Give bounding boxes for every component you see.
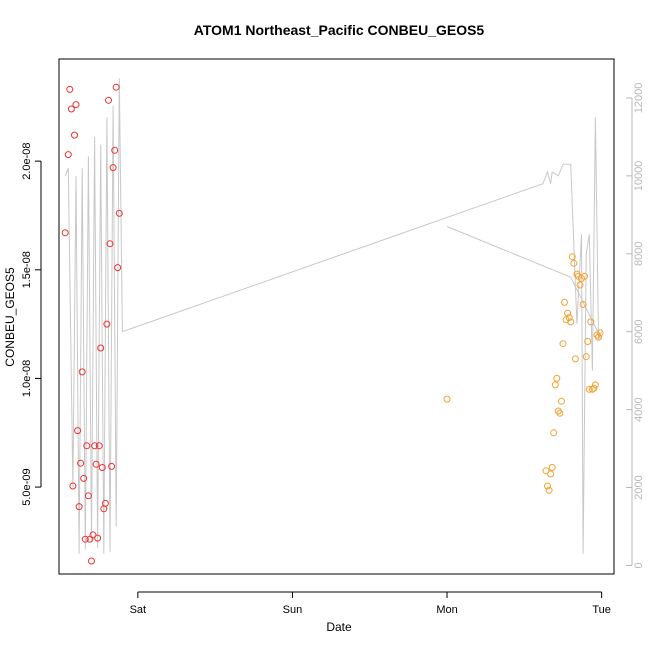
data-point-s1-13 — [81, 535, 89, 543]
y-axis: 5.0e-09 1.0e-08 1.5e-08 2.0e-08 — [21, 142, 42, 506]
data-point-s1-28 — [105, 96, 112, 104]
data-point-s1-20 — [92, 460, 100, 468]
data-point-s1-10 — [77, 459, 85, 467]
data-point-s2-14 — [561, 298, 568, 306]
data-point-s1-17 — [88, 557, 95, 565]
x-tick-label-2: Sun — [283, 604, 303, 616]
data-point-s2-12 — [557, 397, 565, 405]
y2-tick-label-5: 8000 — [633, 242, 645, 266]
y2-tick-label-6: 10000 — [633, 161, 645, 192]
data-point-s1-21 — [94, 534, 102, 542]
data-point-s1-32 — [111, 146, 119, 154]
data-point-s1-30 — [108, 462, 116, 470]
data-point-s1-26 — [101, 499, 109, 507]
data-point-s2-7 — [550, 429, 558, 437]
data-point-s2-30 — [585, 385, 593, 393]
y2-tick-label-7: 12000 — [633, 83, 645, 114]
x-tick-label-4: Tue — [592, 604, 611, 616]
data-point-s1-22 — [95, 442, 103, 450]
data-point-s2-9 — [553, 374, 561, 382]
data-point-s2-8 — [551, 381, 559, 389]
data-point-s1-19 — [91, 442, 99, 450]
y-tick-label-4: 2.0e-08 — [21, 142, 33, 179]
data-point-s1-5 — [69, 482, 77, 490]
data-point-s2-1 — [443, 395, 451, 403]
x-axis: Sat Sun Mon Tue — [130, 591, 611, 616]
data-point-s1-8 — [74, 427, 82, 435]
data-point-s1-2 — [64, 151, 72, 159]
data-point-s2-20 — [570, 259, 578, 267]
data-point-s1-14 — [83, 442, 91, 450]
data-point-s2-27 — [581, 272, 589, 280]
data-point-s1-33 — [112, 83, 120, 91]
data-point-s2-13 — [559, 340, 567, 348]
data-point-s1-12 — [80, 474, 88, 482]
plot-frame — [58, 58, 615, 575]
y-axis-label: CONBEU_GEOS5 — [3, 267, 17, 367]
y2-tick-label-2: 2000 — [633, 475, 645, 499]
data-point-s1-6 — [71, 131, 78, 139]
chart-title: ATOM1 Northeast_Pacific CONBEU_GEOS5 — [194, 22, 485, 38]
data-point-s2-6 — [548, 464, 556, 471]
y2-tick-label-1: 0 — [633, 562, 645, 568]
data-point-s2-31 — [587, 318, 595, 326]
data-point-s2-33 — [590, 384, 598, 392]
y-tick-label-3: 1.5e-08 — [21, 251, 33, 288]
data-point-s2-16 — [564, 309, 572, 317]
data-point-s1-29 — [106, 240, 114, 248]
data-point-s2-4 — [545, 486, 553, 494]
data-point-s1-4 — [67, 105, 75, 113]
data-point-s2-34 — [591, 381, 599, 389]
data-point-s2-37 — [596, 329, 604, 337]
y2-tick-label-3: 4000 — [633, 397, 645, 421]
data-point-s2-26 — [579, 301, 587, 308]
x-tick-label-1: Sat — [130, 604, 147, 616]
x-tick-label-3: Mon — [436, 604, 457, 616]
y2-axis: 0 2000 4000 6000 8000 10000 12000 — [626, 83, 645, 568]
data-point-s2-10 — [554, 407, 562, 415]
data-point-s2-29 — [584, 338, 592, 345]
data-point-s1-11 — [78, 368, 86, 376]
data-point-s1-35 — [115, 209, 123, 217]
data-point-s2-28 — [582, 353, 590, 361]
x-axis-label: Date — [326, 620, 352, 634]
y-tick-label-2: 1.0e-08 — [21, 360, 33, 397]
altitude-line-1 — [64, 78, 603, 554]
plot-area — [61, 78, 604, 565]
data-point-s1-31 — [109, 164, 117, 172]
data-point-s2-11 — [556, 409, 564, 417]
data-point-s2-17 — [565, 314, 573, 322]
data-point-s2-18 — [567, 318, 575, 326]
data-point-s1-18 — [89, 531, 97, 539]
data-point-s2-5 — [547, 470, 555, 478]
data-point-s1-15 — [84, 492, 92, 500]
data-point-s2-36 — [595, 333, 602, 341]
data-point-s2-19 — [568, 253, 576, 261]
data-point-s1-3 — [66, 85, 74, 93]
data-point-s1-34 — [114, 264, 122, 272]
data-point-s2-21 — [571, 355, 579, 363]
data-point-s2-24 — [576, 281, 584, 289]
data-point-s1-7 — [72, 101, 80, 109]
data-point-s1-27 — [103, 320, 111, 328]
y-tick-label-1: 5.0e-09 — [21, 468, 33, 505]
data-point-s1-1 — [61, 229, 69, 237]
data-point-s1-9 — [75, 503, 83, 511]
data-point-s2-3 — [544, 482, 551, 490]
data-point-s2-2 — [542, 467, 550, 475]
data-point-s1-24 — [98, 464, 106, 471]
data-point-s1-23 — [97, 344, 105, 352]
y2-tick-label-4: 6000 — [633, 319, 645, 343]
